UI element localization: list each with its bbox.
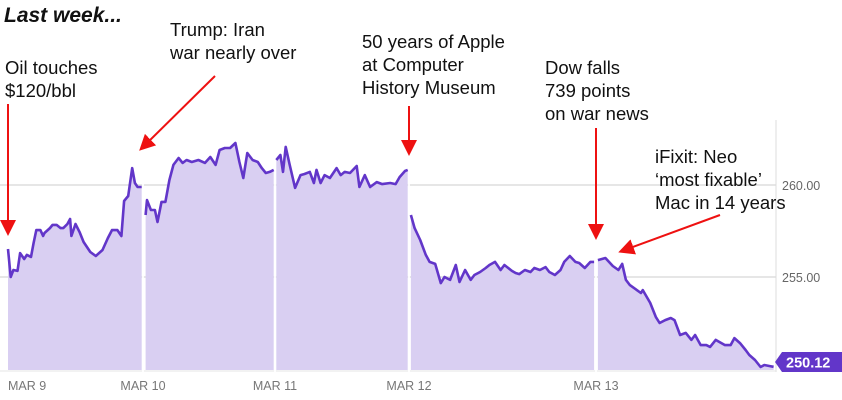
price-line-mar-9: [6, 166, 142, 279]
annotation-trump: Trump: Iran war nearly over: [170, 19, 297, 63]
price-line-mar-13: [597, 256, 774, 369]
last-price-tag: 250.12: [775, 352, 842, 372]
price-line-mar-11: [275, 145, 409, 190]
price-line-mar-12: [409, 214, 595, 285]
x-tick-label: MAR 10: [120, 379, 165, 393]
chart-title: Last week...: [4, 4, 122, 27]
y-tick-label: 260.00: [782, 179, 820, 193]
x-tick-label: MAR 12: [386, 379, 431, 393]
x-tick-label: MAR 11: [253, 379, 297, 393]
area-fill-mar-12: [410, 215, 595, 370]
y-tick-label: 255.00: [782, 271, 820, 285]
annotation-apple: 50 years of Apple at Computer History Mu…: [362, 31, 505, 98]
area-fill-mar-13: [597, 258, 774, 370]
area-fill-mar-11: [276, 146, 408, 370]
area-fill-mar-10: [145, 143, 274, 370]
price-line-mar-10: [144, 141, 275, 224]
annotation-arrow-ifixit: [618, 214, 721, 255]
price-tag-shape: [775, 352, 842, 372]
area-fill-mar-9: [8, 168, 142, 370]
x-tick-label: MAR 13: [573, 379, 618, 393]
annotation-ifixit: iFixit: Neo ‘most fixable’ Mac in 14 yea…: [655, 146, 786, 213]
annotation-arrow-trump: [139, 75, 216, 151]
annotation-oil: Oil touches $120/bbl: [5, 57, 98, 101]
annotation-dow: Dow falls 739 points on war news: [545, 57, 649, 124]
x-tick-label: MAR 9: [8, 379, 46, 393]
last-price-value: 250.12: [786, 356, 830, 372]
